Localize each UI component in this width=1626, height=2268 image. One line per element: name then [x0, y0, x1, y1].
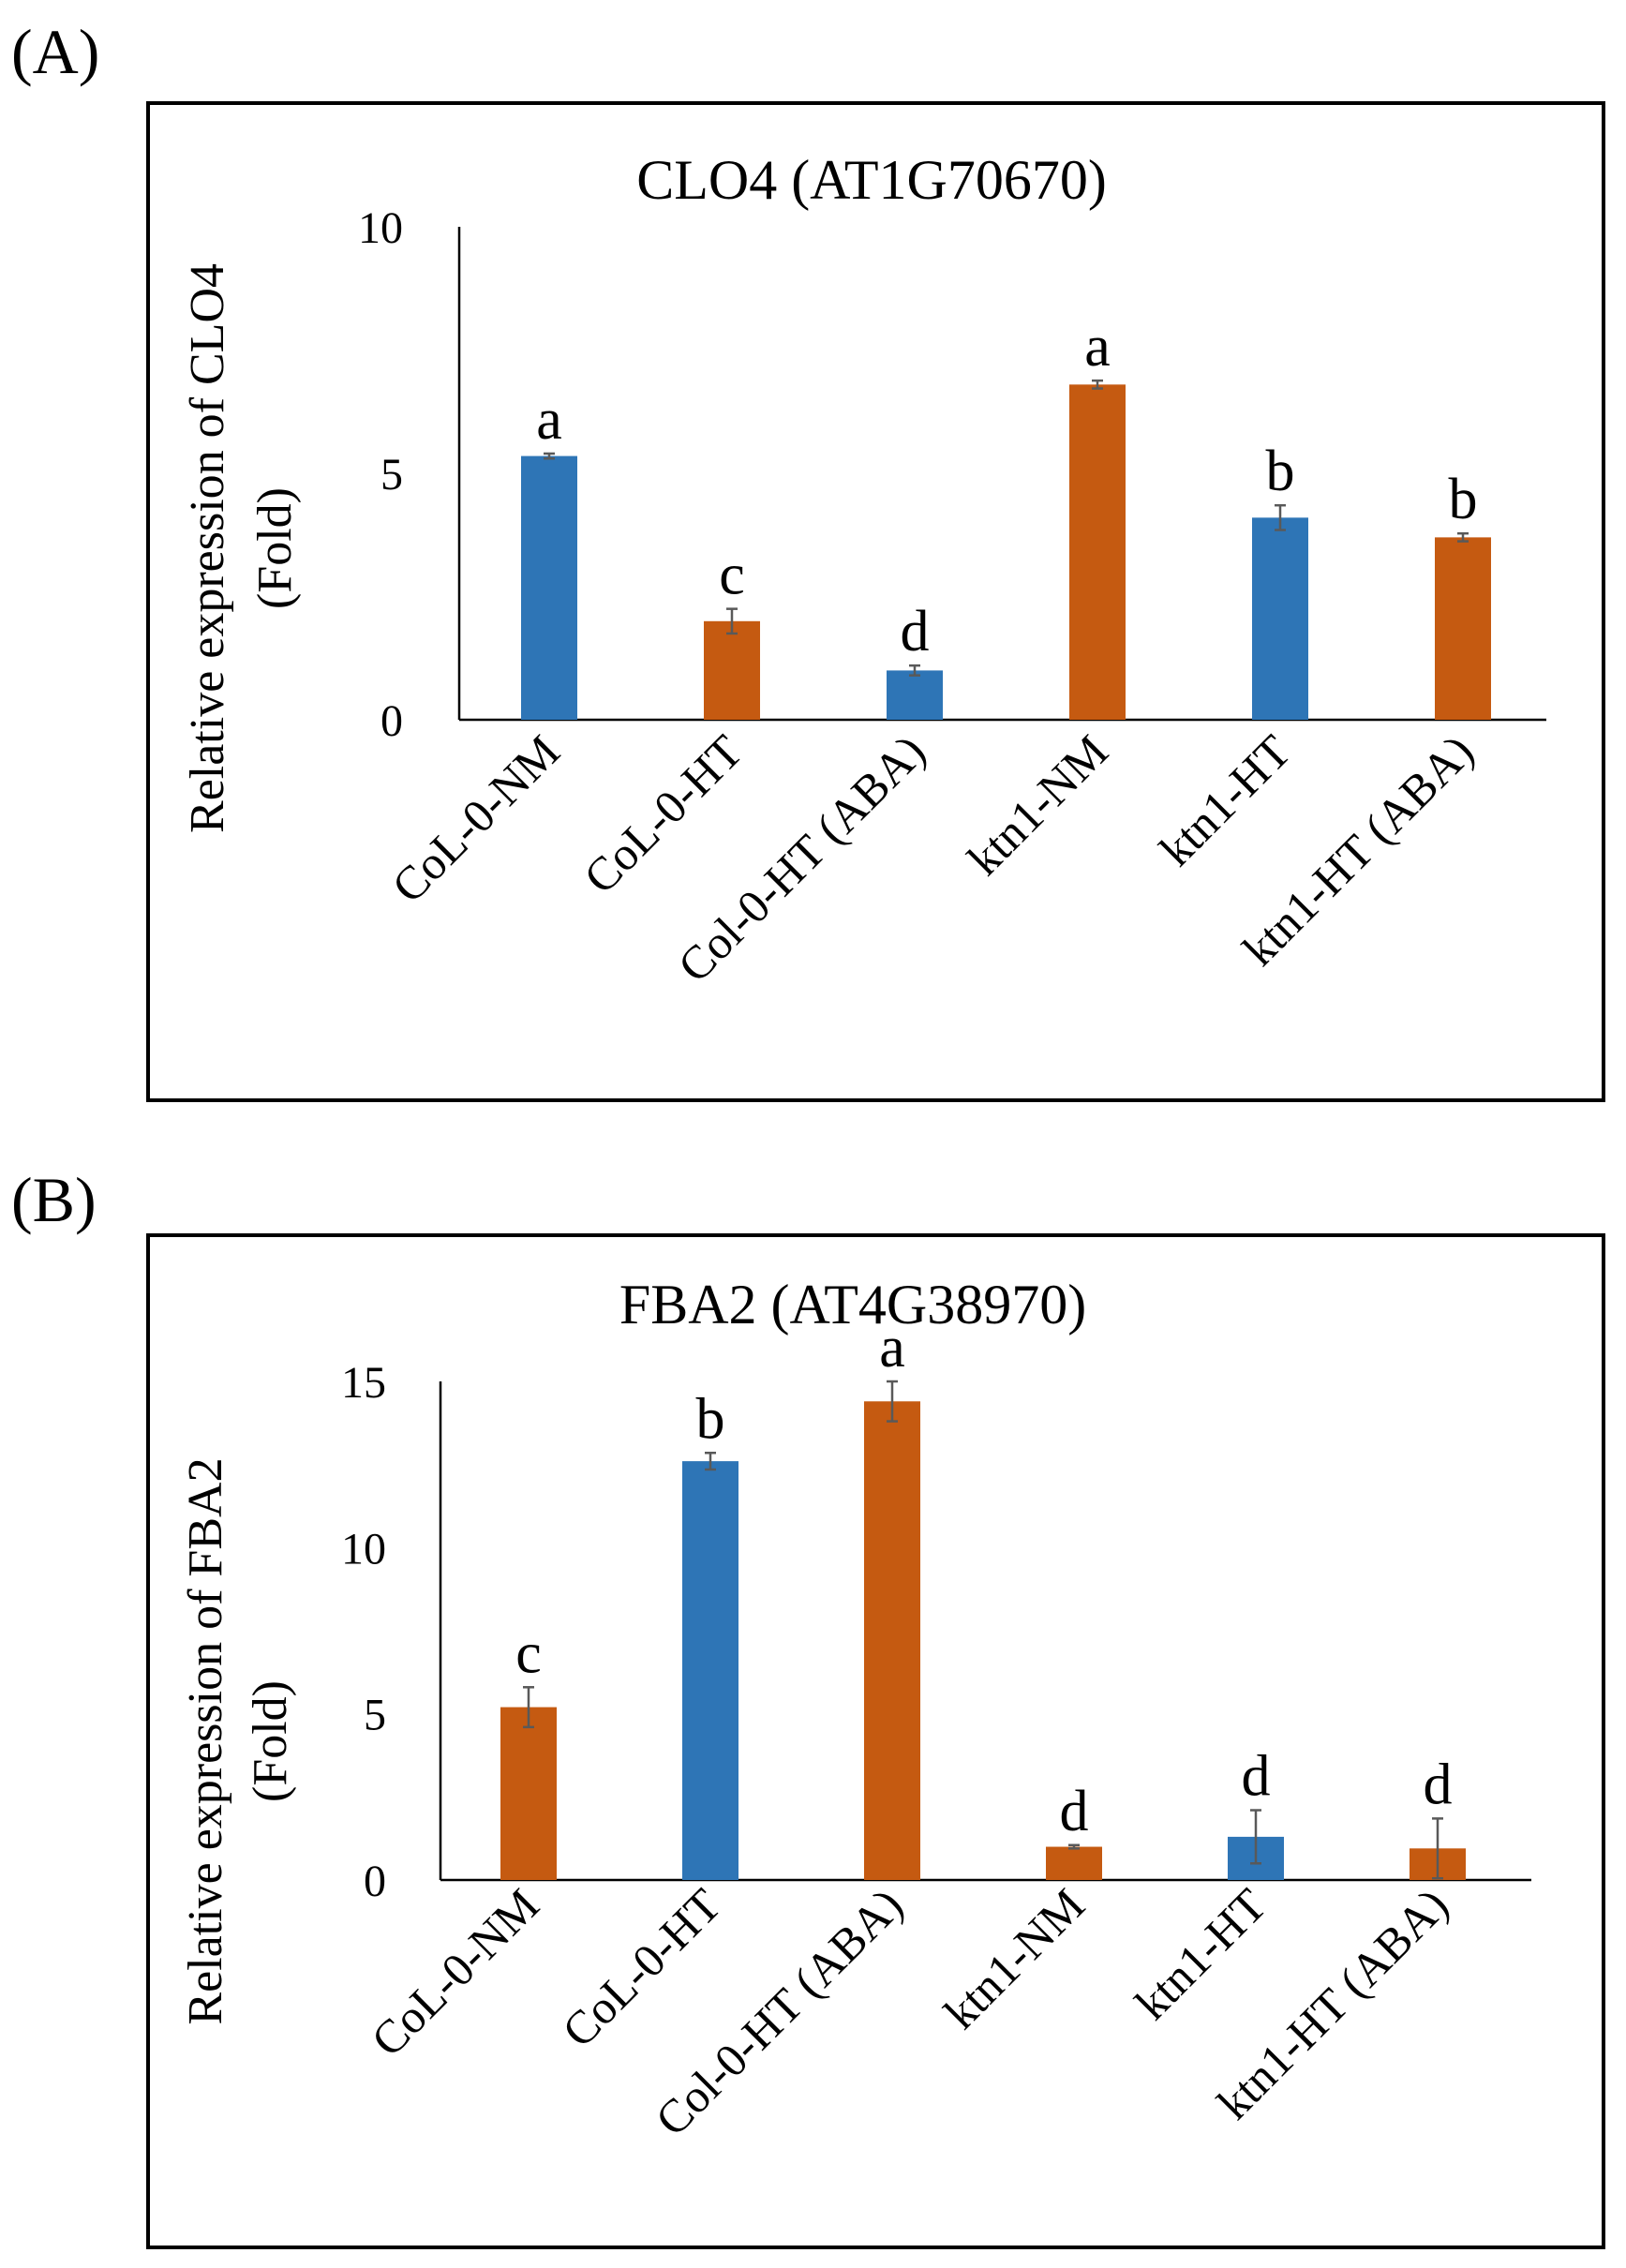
- panel-a-significance-letter-1: a: [536, 388, 562, 452]
- panel-a-error-bar-6: [1457, 531, 1469, 543]
- panel-a-bar-4: [1069, 384, 1126, 720]
- panel-b-frame: [146, 1233, 1605, 2249]
- panel-b-label: (B): [11, 1164, 97, 1235]
- panel-a: (A) CLO4 (AT1G70670) Relative expression…: [11, 16, 1605, 1102]
- panel-b-ytick-label: 5: [364, 1691, 386, 1740]
- panel-b-ytick-label: 0: [364, 1857, 386, 1906]
- panel-a-ytick-label: 0: [380, 696, 403, 746]
- panel-b-error-bar-5: [1250, 1809, 1261, 1865]
- panel-b-title: FBA2 (AT4G38970): [619, 1274, 1086, 1335]
- panel-a-category-label-2: CoL-0-HT: [574, 724, 753, 903]
- panel-b-error-bar-4: [1068, 1843, 1080, 1850]
- panel-b-error-bar-2: [705, 1452, 716, 1471]
- panel-a-bar-3: [887, 670, 943, 720]
- panel-a-bar-6: [1435, 537, 1491, 720]
- panel-b-ytick-label: 10: [341, 1524, 386, 1574]
- panel-a-title: CLO4 (AT1G70670): [636, 149, 1107, 211]
- panel-a-error-bar-3: [909, 664, 920, 677]
- panel-a-significance-letter-4: a: [1084, 315, 1111, 379]
- panel-b-significance-letter-3: a: [879, 1316, 905, 1380]
- panel-b-error-bar-1: [523, 1686, 534, 1729]
- panel-a-ytick-label: 5: [380, 450, 403, 500]
- panel-a-significance-letter-6: b: [1449, 468, 1478, 531]
- panel-b-ylabel-line1: Relative expression of FBA2: [179, 1457, 232, 2024]
- panel-a-category-label-1: CoL-0-NM: [381, 724, 570, 913]
- panel-b-ylabel-line2: (Fold): [244, 1680, 297, 1802]
- panel-a-bar-1: [521, 455, 577, 720]
- panel-b-category-label-5: ktn1-HT: [1125, 1878, 1275, 2029]
- panel-b-bar-1: [500, 1707, 557, 1880]
- panel-a-label: (A): [11, 16, 99, 87]
- panel-b-error-bar-3: [887, 1380, 898, 1423]
- panel-b-significance-letter-2: b: [696, 1387, 725, 1451]
- panel-b-ytick-label: 15: [341, 1358, 386, 1408]
- panel-a-ylabel-line1: Relative expression of CLO4: [181, 263, 234, 833]
- panel-a-category-label-5: ktn1-HT: [1149, 724, 1300, 875]
- panel-b-bar-4: [1046, 1846, 1102, 1880]
- panel-a-bar-2: [704, 620, 760, 720]
- panel-b-significance-letter-6: d: [1424, 1753, 1453, 1816]
- panel-b: (B) FBA2 (AT4G38970) Relative expression…: [11, 1164, 1605, 2249]
- panel-a-ylabel-line2: (Fold): [248, 487, 302, 609]
- panel-a-bar-5: [1252, 517, 1308, 720]
- panel-a-error-bar-1: [544, 452, 555, 460]
- panel-b-category-label-4: ktn1-NM: [934, 1878, 1095, 2038]
- panel-a-error-bar-2: [726, 607, 738, 635]
- panel-a-error-bar-4: [1092, 379, 1103, 390]
- panel-a-category-label-4: ktn1-NM: [958, 724, 1118, 885]
- panel-a-frame: [146, 101, 1605, 1102]
- panel-a-ytick-label: 10: [358, 203, 403, 253]
- panel-a-error-bar-5: [1275, 503, 1286, 531]
- panel-b-category-label-2: CoL-0-HT: [552, 1878, 731, 2057]
- panel-b-bar-3: [864, 1401, 920, 1880]
- panel-b-error-bar-6: [1432, 1817, 1443, 1880]
- panel-a-significance-letter-5: b: [1266, 440, 1295, 503]
- panel-b-category-label-1: CoL-0-NM: [361, 1878, 549, 2067]
- panel-b-bar-2: [682, 1461, 738, 1880]
- panel-a-significance-letter-3: d: [901, 600, 930, 664]
- panel-a-significance-letter-2: c: [719, 544, 745, 607]
- panel-b-significance-letter-5: d: [1242, 1745, 1271, 1809]
- panel-b-significance-letter-1: c: [515, 1621, 542, 1685]
- panel-b-significance-letter-4: d: [1060, 1780, 1089, 1843]
